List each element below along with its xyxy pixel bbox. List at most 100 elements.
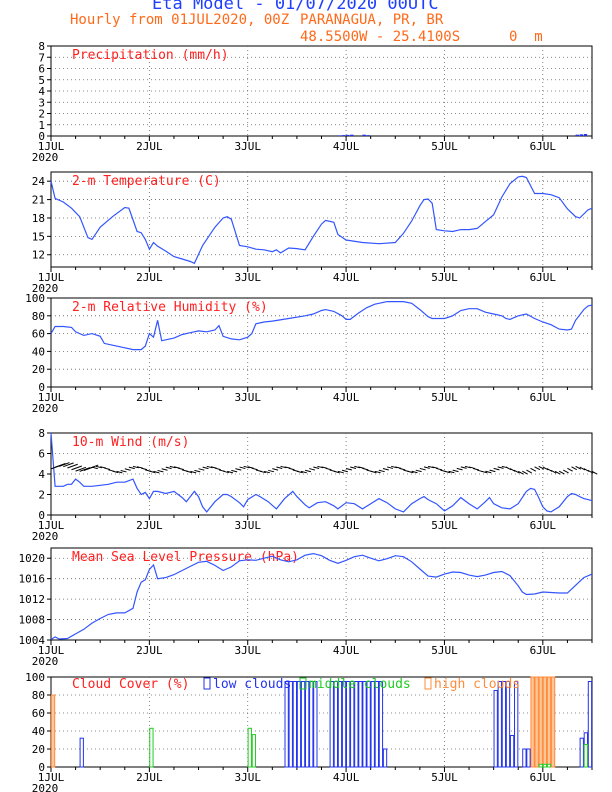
y-tick-label: 12	[32, 249, 45, 262]
x-day-label: 2JUL	[136, 271, 163, 284]
wind-arrow	[272, 468, 279, 471]
y-tick-label: 20	[32, 743, 45, 756]
wind-arrow	[227, 470, 234, 474]
wind-arrow	[587, 469, 594, 474]
y-tick-label: 100	[25, 671, 45, 684]
cloud-bar-high	[538, 676, 543, 768]
wind-arrow	[550, 469, 557, 474]
cloud-bar-low	[309, 681, 314, 768]
cloud-bar-high	[530, 676, 535, 768]
wind-arrow	[452, 469, 459, 473]
x-day-label: 6JUL	[530, 391, 557, 404]
legend-label: middle clouds	[309, 677, 411, 692]
cloud-bar-low	[350, 681, 355, 768]
wind-arrow	[378, 469, 385, 473]
panel-title: Cloud Cover (%)	[72, 677, 189, 692]
x-year-label: 2020	[32, 282, 59, 295]
cloud-bar-middle	[149, 727, 154, 768]
y-tick-label: 60	[32, 707, 45, 720]
cloud-bar-low	[497, 681, 502, 768]
x-day-label: 5JUL	[431, 644, 458, 657]
cloud-bar-low	[493, 690, 498, 768]
wind-arrow	[530, 467, 537, 472]
y-tick-label: 2	[38, 489, 45, 502]
wind-arrow	[419, 467, 426, 471]
series-line-temperature	[50, 175, 593, 265]
y-tick-label: 0	[38, 761, 45, 774]
wind-arrow	[268, 469, 275, 473]
wind-arrow	[104, 467, 111, 471]
y-tick-label: 0	[38, 381, 45, 394]
chart-title: Eta Model - 01/07/2020 00UTC	[152, 0, 439, 14]
wind-arrow	[567, 467, 573, 472]
wind-arrow	[411, 470, 418, 474]
elevation-label: 0 m	[509, 29, 543, 45]
y-tick-label: 2	[38, 108, 45, 121]
wind-arrow	[317, 465, 324, 469]
x-day-label: 1JUL	[38, 391, 65, 404]
cloud-bar-low	[354, 681, 359, 768]
wind-arrow	[362, 467, 369, 471]
panel-temp: 12 15 18 21 24 1JUL 2JUL 3JUL 4JUL 5JUL 6JUL 2020 2-…	[32, 171, 593, 295]
wind-arrow	[157, 469, 164, 473]
cloud-bar-high	[550, 676, 556, 768]
y-tick-label: 7	[38, 51, 45, 64]
y-tick-label: 1008	[19, 614, 46, 627]
wind-arrow	[370, 470, 377, 474]
wind-arrow	[374, 470, 381, 474]
panel-title: Precipitation (mm/h)	[72, 48, 229, 63]
wind-arrow	[288, 467, 295, 471]
cloud-bar-low	[313, 681, 318, 768]
cloud-bar-high	[542, 676, 548, 768]
wind-arrow	[141, 467, 148, 471]
wind-arrow	[337, 470, 344, 474]
wind-arrow	[194, 469, 201, 473]
wind-arrow	[223, 470, 230, 474]
y-tick-label: 1016	[19, 573, 46, 586]
legend-swatch	[203, 677, 211, 690]
wind-arrow	[575, 465, 582, 470]
cloud-bar-low	[333, 681, 338, 768]
x-day-label: 5JUL	[431, 519, 458, 532]
wind-arrow	[517, 470, 524, 475]
cloud-bar-middle	[542, 763, 548, 768]
x-day-label: 1JUL	[38, 140, 65, 153]
series-line-wind-speed	[50, 432, 593, 513]
wind-arrow	[214, 467, 221, 471]
cloud-bar-low	[378, 681, 384, 768]
y-tick-label: 4	[38, 85, 45, 98]
wind-arrow	[300, 470, 307, 474]
wind-arrow	[497, 466, 504, 469]
wind-arrow	[235, 468, 242, 471]
wind-arrow	[263, 470, 271, 474]
coordinates-label: 48.5500W - 25.4100S	[300, 29, 461, 45]
y-tick-label: 0	[38, 130, 45, 143]
x-day-label: 6JUL	[530, 271, 557, 284]
wind-arrow	[513, 469, 520, 474]
cloud-bar-low	[514, 681, 519, 768]
cloud-bar-low	[505, 681, 511, 768]
cloud-bar-middle	[538, 763, 543, 768]
y-tick-label: 100	[25, 292, 45, 305]
wind-arrow	[259, 470, 266, 474]
x-day-label: 3JUL	[234, 519, 261, 532]
x-day-label: 4JUL	[333, 271, 360, 284]
cloud-bar-low	[284, 681, 289, 768]
x-day-label: 1JUL	[38, 271, 65, 284]
wind-arrow	[75, 466, 87, 472]
cloud-bar-low	[305, 681, 310, 768]
wind-arrow	[333, 470, 340, 474]
cloud-bar-low	[358, 681, 363, 768]
precip-bar	[337, 135, 342, 136]
wind-arrow	[153, 470, 160, 474]
y-tick-label: 1	[38, 119, 45, 132]
wind-arrow	[309, 468, 316, 471]
wind-arrow	[350, 466, 357, 469]
cloud-bar-low	[337, 681, 343, 768]
wind-arrow	[239, 466, 246, 470]
x-day-label: 3JUL	[234, 140, 261, 153]
y-tick-label: 21	[32, 194, 45, 207]
wind-arrow	[534, 466, 541, 471]
wind-arrow	[149, 470, 156, 474]
